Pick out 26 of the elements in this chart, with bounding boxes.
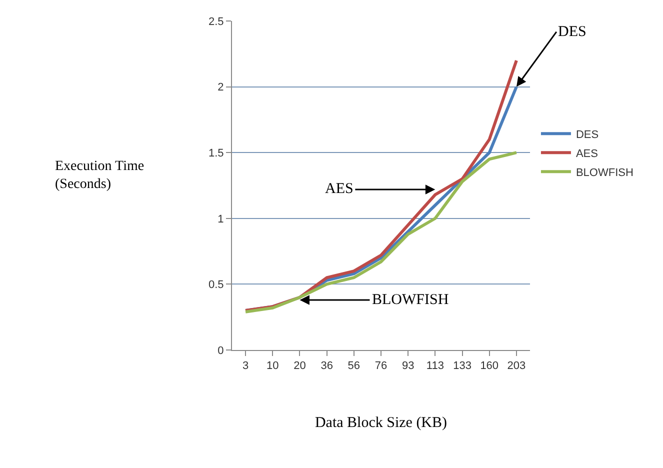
x-tick-label: 36 [320, 360, 333, 372]
y-tick-label: 0 [218, 344, 224, 357]
annotation: DES [558, 24, 586, 40]
y-axis-title: Execution Time (Seconds) [55, 159, 144, 192]
legend-label: AES [576, 148, 598, 160]
x-tick-label: 113 [426, 360, 444, 372]
x-tick-label: 133 [453, 360, 472, 372]
y-tick-label: 1 [218, 213, 224, 226]
x-tick-label: 20 [294, 360, 306, 372]
annotation: AES [325, 181, 354, 197]
y-tick-label: 2 [218, 82, 224, 94]
legend-label: BLOWFISH [576, 166, 634, 179]
x-tick-label: 203 [507, 360, 526, 372]
y-tick-label: 0.5 [208, 279, 224, 292]
legend-label: DES [576, 128, 599, 141]
annotation: BLOWFISH [372, 292, 449, 308]
x-tick-label: 76 [374, 360, 388, 372]
x-tick-label: 3 [242, 360, 249, 372]
x-tick-label: 10 [266, 360, 279, 372]
x-tick-label: 93 [402, 360, 414, 372]
x-tick-label: 160 [480, 360, 499, 372]
line-series [244, 151, 518, 314]
x-tick-label: 56 [348, 360, 360, 372]
y-tick-label: 2.5 [208, 16, 224, 28]
x-axis-title: Data Block Size (KB) [314, 415, 448, 432]
y-tick-label: 1.5 [208, 147, 224, 160]
